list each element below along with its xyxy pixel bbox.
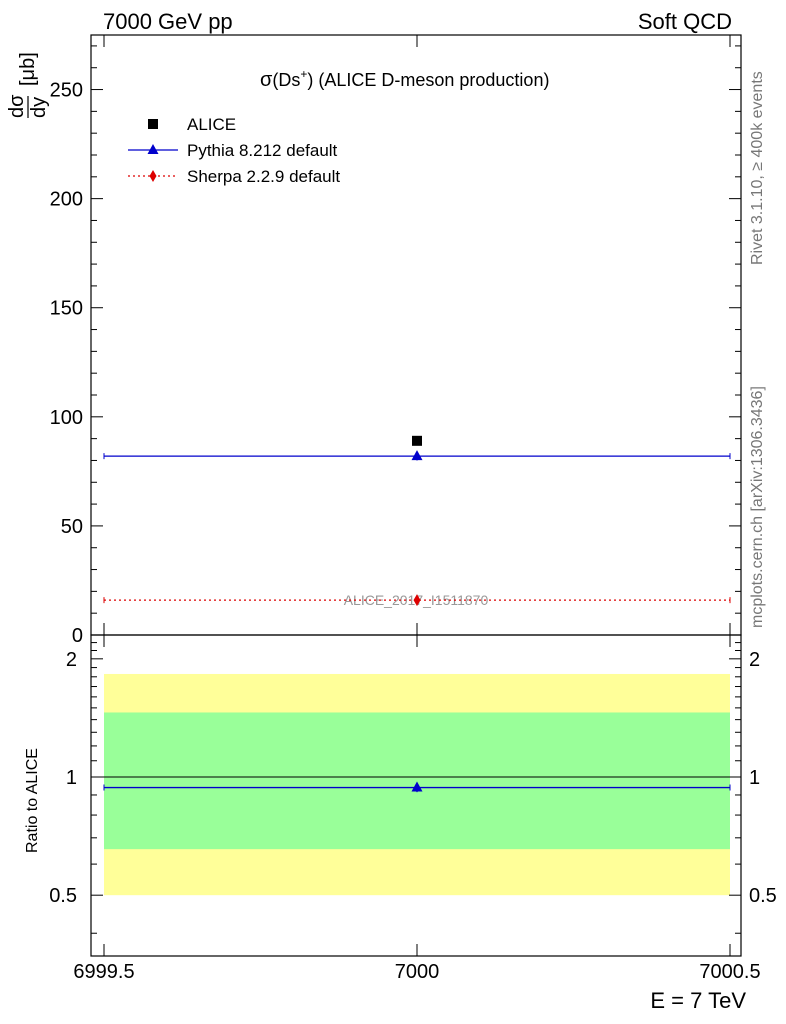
ratio-ytick-label-right: 2 — [749, 649, 760, 671]
ratio-point-Pythia 8.212 default — [411, 781, 423, 792]
legend-marker-ALICE — [148, 119, 158, 129]
legend-marker-Pythia 8.212 default — [147, 144, 159, 154]
main-ytick-label: 150 — [50, 298, 83, 320]
main-ytick-label: 0 — [72, 625, 83, 647]
main-ytick-label: 100 — [50, 407, 83, 429]
svg-text:dy: dy — [28, 97, 50, 118]
mcplots-label: mcplots.cern.ch [arXiv:1306.3436] — [749, 386, 766, 628]
main-ytick-label: 50 — [61, 516, 83, 538]
ratio-ytick-label: 0.5 — [49, 885, 77, 907]
plot-title: σ(Ds+) (ALICE D-meson production) — [260, 67, 549, 91]
ratio-band-stat — [104, 712, 730, 850]
header-energy-label: 7000 GeV pp — [103, 9, 233, 34]
svg-text:[μb]: [μb] — [17, 52, 39, 86]
svg-text:dσ: dσ — [6, 94, 28, 118]
legend: ALICE Pythia 8.212 default Sherpa 2.2.9 de… — [128, 115, 340, 186]
header-process-label: Soft QCD — [638, 9, 732, 34]
ratio-ytick-label-right: 1 — [749, 767, 760, 789]
ratio-axis-ticks: 0.5 0.5 1 1 2 2 6999.5 7000 7000.5 — [49, 635, 777, 983]
data-point-ALICE — [412, 435, 422, 446]
ratio-series — [103, 781, 731, 793]
main-ytick-label: 250 — [50, 80, 83, 102]
ratio-ytick-label: 1 — [66, 767, 77, 789]
ratio-xtick-label: 6999.5 — [73, 961, 134, 983]
data-point-Sherpa 2.2.9 default — [413, 594, 421, 607]
ratio-ytick-label: 2 — [66, 649, 77, 671]
data-point-Pythia 8.212 default — [411, 450, 423, 461]
main-ytick-label: 200 — [50, 189, 83, 211]
ratio-frame — [90, 634, 742, 957]
legend-marker-Sherpa 2.2.9 default — [149, 170, 157, 182]
rivet-label: Rivet 3.1.10, ≥ 400k events — [749, 71, 766, 265]
legend-label: Sherpa 2.2.9 default — [187, 167, 340, 186]
legend-label: Pythia 8.212 default — [187, 141, 338, 160]
ratio-xtick-label: 7000 — [395, 961, 440, 983]
ratio-xlabel: E = 7 TeV — [650, 988, 746, 1013]
main-series — [103, 435, 731, 607]
ratio-ylabel: Ratio to ALICE — [24, 748, 41, 853]
main-axis-ticks: 0 50 100 150 200 250 — [50, 35, 741, 647]
ratio-ytick-label-right: 0.5 — [749, 885, 777, 907]
legend-label: ALICE — [187, 115, 236, 134]
main-ylabel: dσ dy [μb] — [6, 52, 50, 118]
ratio-xtick-label: 7000.5 — [699, 961, 760, 983]
